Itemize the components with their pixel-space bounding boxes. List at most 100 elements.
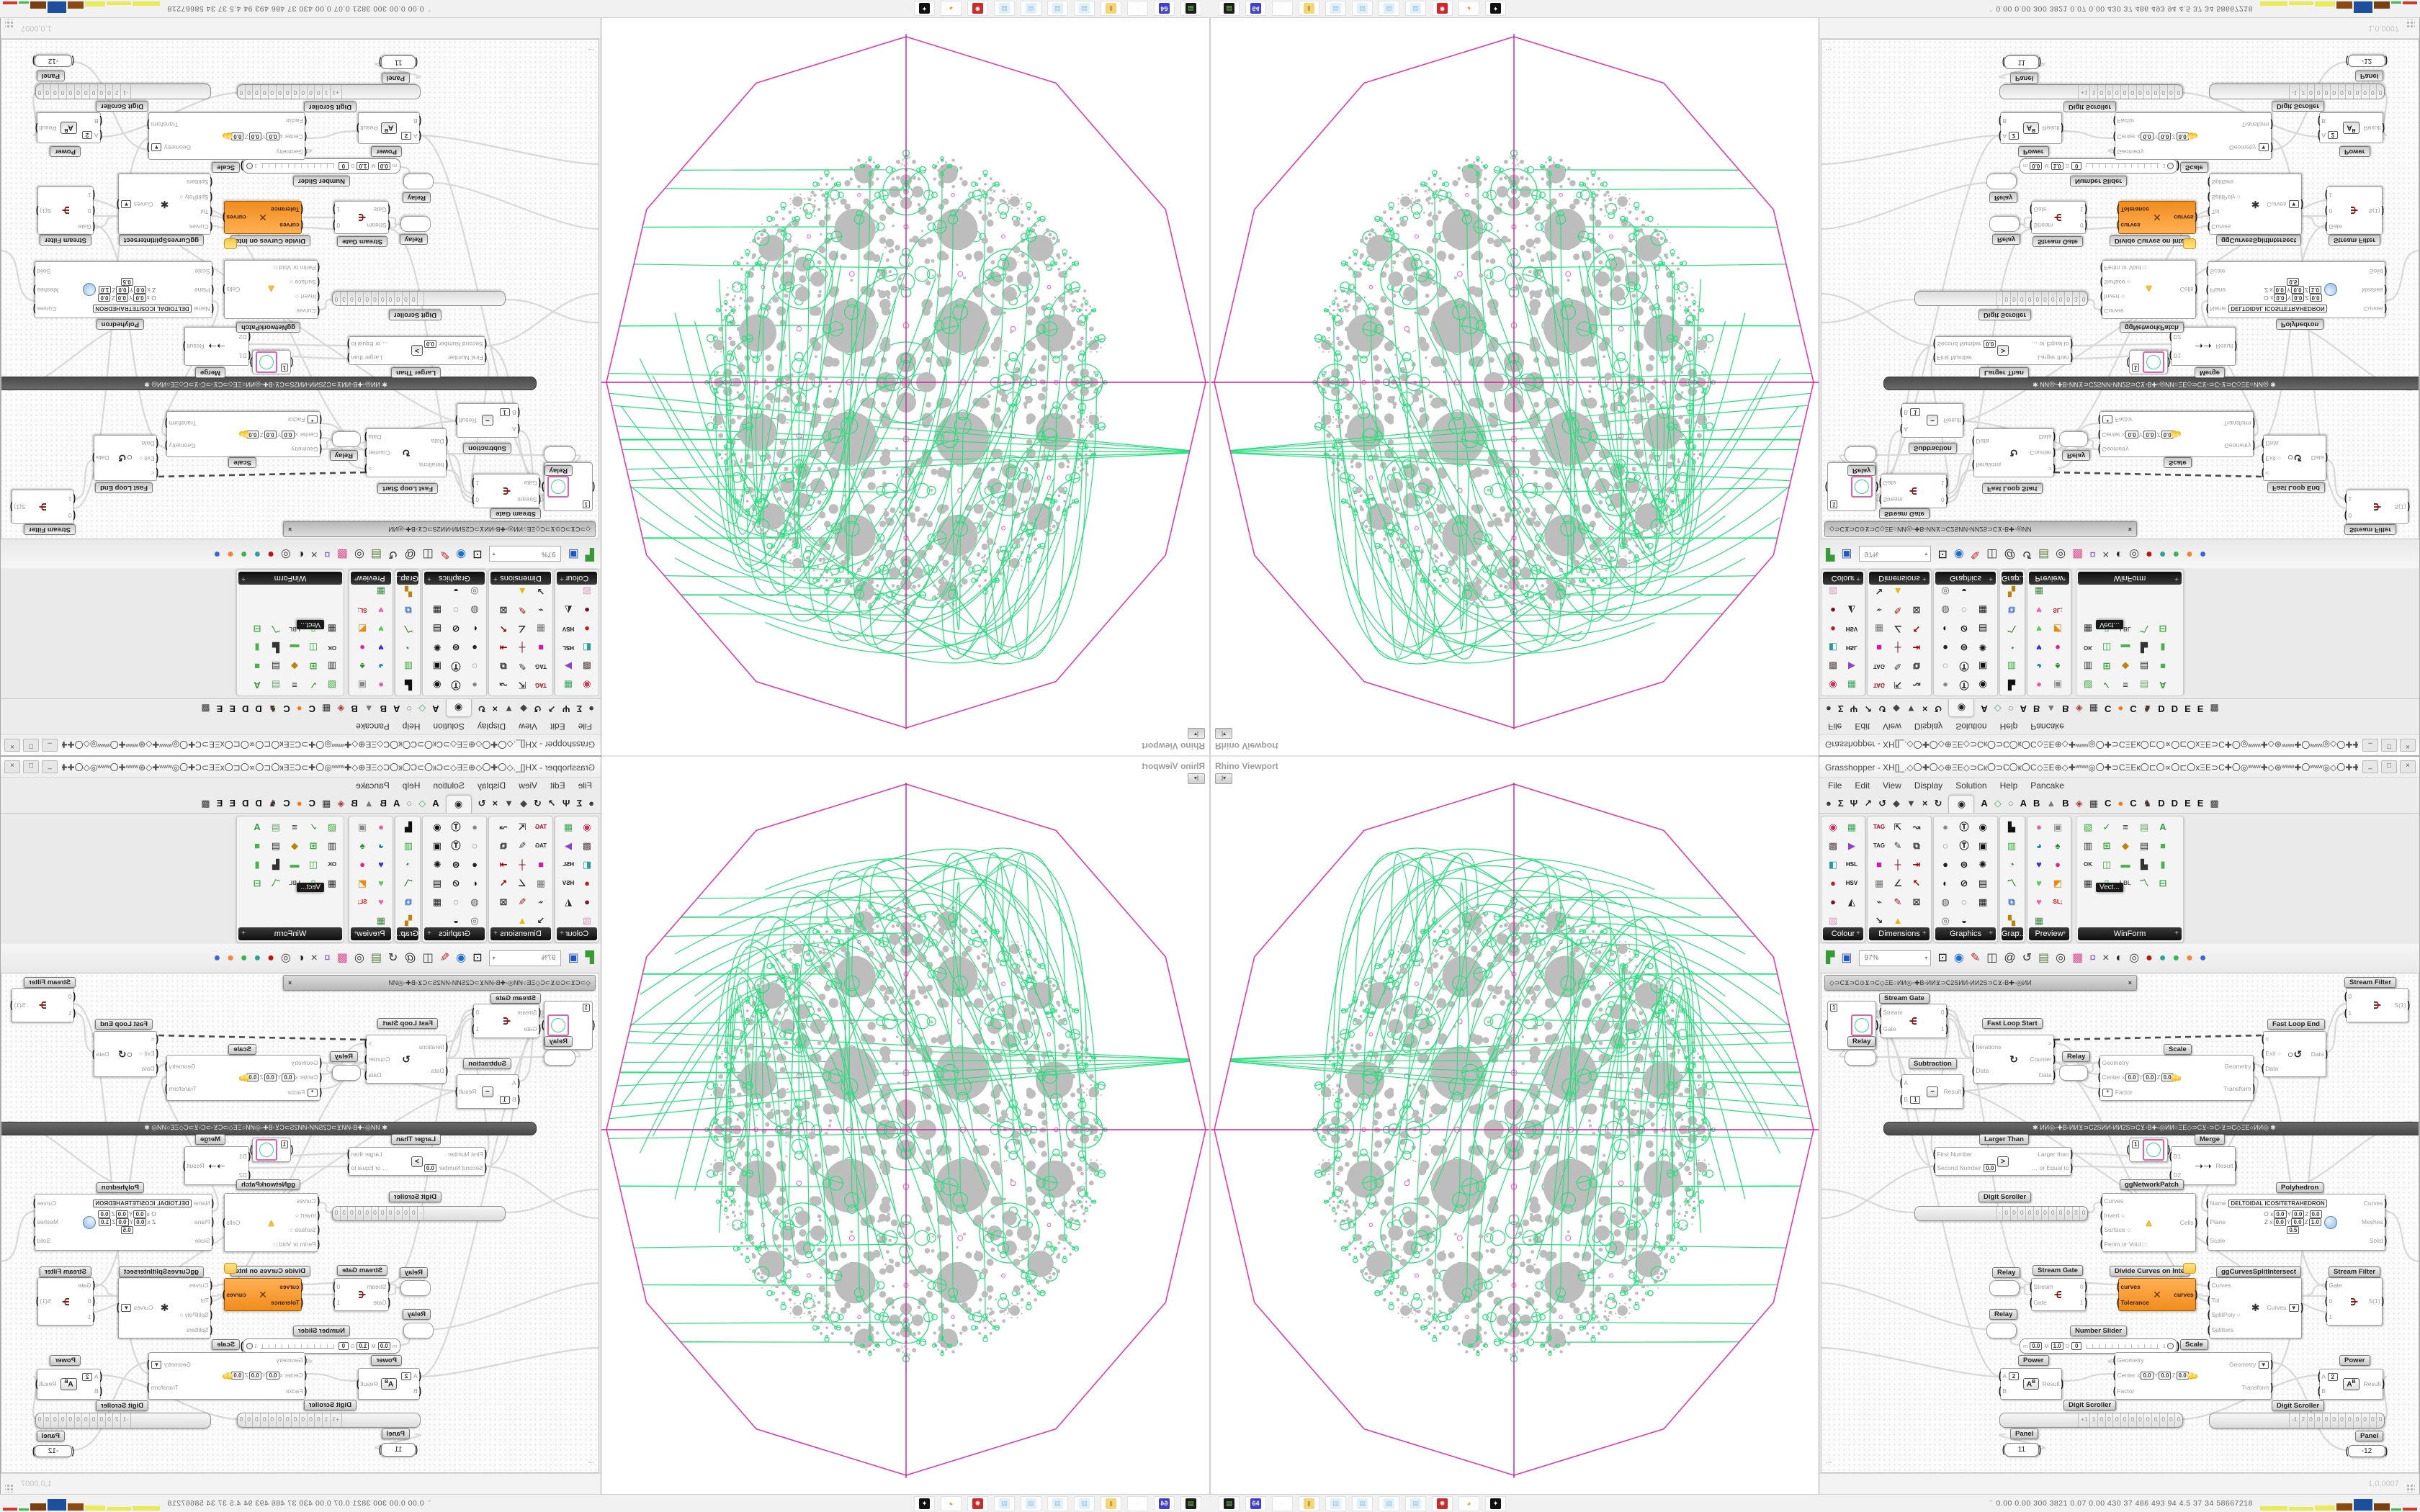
node-label[interactable]: Fast Loop End: [95, 482, 153, 493]
notepad-icon[interactable]: ▤: [1405, 1, 1426, 17]
component-icon[interactable]: ▚: [2008, 915, 2015, 926]
component-icon[interactable]: ▣: [1978, 840, 1988, 851]
component-icon[interactable]: ↘: [1875, 915, 1883, 926]
menu-pancake[interactable]: Pancake: [356, 721, 390, 732]
minimize-button[interactable]: _: [2362, 739, 2378, 752]
toolbar-icon-5[interactable]: ✎: [439, 548, 450, 560]
node-label[interactable]: Relay: [544, 465, 573, 476]
category-tab-icon-7[interactable]: ×: [1922, 798, 1928, 809]
component-icon[interactable]: Ⓣ: [451, 822, 461, 832]
component-icon[interactable]: ⌁: [1876, 605, 1882, 616]
toolbar-icon-19[interactable]: ●: [227, 548, 234, 560]
category-tab-selected-eye-icon[interactable]: ◉: [445, 795, 472, 813]
component-icon[interactable]: ◌: [472, 661, 478, 672]
category-tab-10[interactable]: ●: [296, 703, 302, 714]
component-icon[interactable]: ▦: [1847, 680, 1857, 690]
component-icon[interactable]: [2135, 893, 2154, 912]
firefox-icon[interactable]: ◕: [941, 1495, 962, 1511]
component-icon[interactable]: ●: [1830, 896, 1836, 907]
node-label[interactable]: ggCurvesSplitIntersect: [119, 1266, 204, 1277]
gh-node-panel[interactable]: (11): [379, 1443, 418, 1457]
component-icon[interactable]: ◕: [378, 840, 384, 851]
node-label[interactable]: Digit Scroller: [1978, 1192, 2032, 1202]
node-label[interactable]: Digit Scroller: [303, 102, 357, 112]
menu-display[interactable]: Display: [477, 721, 506, 732]
notepad-icon[interactable]: ▤: [1379, 1, 1399, 17]
node-label[interactable]: Digit Scroller: [2063, 102, 2117, 112]
category-tab-11[interactable]: C: [2130, 798, 2137, 809]
component-icon[interactable]: ⊞: [2102, 840, 2111, 851]
category-tab-13[interactable]: D: [255, 798, 262, 809]
category-tab-icon-2[interactable]: Ψ: [562, 703, 570, 714]
component-icon[interactable]: ⊟: [2159, 624, 2167, 634]
category-tab-8[interactable]: ▦: [2089, 798, 2098, 809]
category-tab-0[interactable]: A: [432, 798, 439, 809]
component-icon[interactable]: ▬: [2120, 642, 2130, 653]
component-icon[interactable]: ▲: [1893, 915, 1903, 926]
ribbon-group-label[interactable]: Dimensions +: [490, 927, 551, 940]
component-icon[interactable]: 〽: [2139, 878, 2149, 888]
component-icon[interactable]: ♥: [2036, 859, 2042, 870]
category-tab-1[interactable]: ◇: [418, 798, 426, 809]
component-icon[interactable]: ▦: [563, 680, 573, 690]
component-icon[interactable]: ●: [472, 642, 478, 653]
toolbar-icon-12[interactable]: ¤: [323, 952, 331, 964]
menu-help[interactable]: Help: [1999, 780, 2018, 791]
gh-node-relay[interactable]: [1989, 216, 2020, 232]
menu-pancake[interactable]: Pancake: [2030, 721, 2064, 732]
node-label[interactable]: Power: [50, 146, 81, 157]
component-icon[interactable]: ◉: [1829, 680, 1837, 690]
node-label[interactable]: Fast Loop Start: [1982, 1018, 2043, 1029]
category-tab-10[interactable]: ●: [296, 798, 302, 809]
notepad-icon[interactable]: ▤: [1325, 1, 1346, 17]
node-label[interactable]: Scale: [228, 457, 256, 468]
category-tab-1[interactable]: ◇: [1994, 703, 2002, 714]
node-label[interactable]: Stream Filter: [39, 235, 91, 246]
node-label[interactable]: Power: [2339, 1355, 2370, 1366]
node-label[interactable]: Number Slider: [293, 1326, 350, 1336]
toolbar-icon-1[interactable]: ▣: [568, 952, 579, 964]
gh-canvas[interactable]: × ◇⊃С⊻⊃С⊙⊻⊃С◇ΞΕ○ИИ◎◦✚Β◦ИИ⊻⊃С2SИИ◦ИИ2S⊃С⊻…: [1821, 973, 2419, 1473]
category-tab-selected-eye-icon[interactable]: ◉: [445, 699, 472, 717]
category-tab-icon-2[interactable]: Ψ: [1850, 703, 1858, 714]
component-icon[interactable]: ⊜: [1960, 642, 1968, 653]
node-label[interactable]: Fast Loop Start: [1982, 483, 2043, 494]
component-icon[interactable]: ≡: [292, 822, 297, 832]
category-tab-9[interactable]: C: [2104, 703, 2112, 714]
component-icon[interactable]: ∠: [1894, 624, 1902, 634]
ribbon-group-label[interactable]: Dimensions +: [1869, 927, 1930, 940]
node-label[interactable]: Subtraction: [463, 443, 511, 454]
category-tab-icon-3[interactable]: ↗: [1864, 703, 1873, 714]
component-icon[interactable]: [248, 600, 266, 619]
component-icon[interactable]: [2116, 893, 2135, 912]
ribbon-group-label[interactable]: Grap... +: [2002, 572, 2026, 585]
node-label[interactable]: Digit Scroller: [1978, 310, 2032, 320]
toolbar-icon-5[interactable]: ✎: [439, 952, 450, 964]
component-icon[interactable]: ◐: [1942, 878, 1948, 888]
component-icon[interactable]: [2154, 600, 2172, 619]
component-icon[interactable]: OK: [328, 644, 336, 651]
gh-node-relay[interactable]: [400, 216, 431, 232]
component-icon[interactable]: OK: [328, 861, 336, 868]
toolbar-icon-3[interactable]: ⊡: [1937, 548, 1948, 560]
menu-view[interactable]: View: [519, 721, 537, 732]
component-icon[interactable]: ■: [2160, 840, 2166, 851]
node-label[interactable]: Scale: [2180, 1339, 2208, 1350]
rhino-icon[interactable]: ✦: [914, 1495, 935, 1511]
gh-node-panel[interactable]: (-12): [32, 1445, 74, 1457]
component-icon[interactable]: ◔: [2009, 642, 2015, 653]
menu-help[interactable]: Help: [1999, 721, 2018, 732]
toolbar-icon-6[interactable]: ◫: [1986, 952, 1998, 964]
component-icon[interactable]: ♥: [378, 878, 384, 888]
category-tab-4[interactable]: B: [380, 798, 387, 809]
ribbon-group-label[interactable]: Colour +: [1823, 572, 1863, 585]
